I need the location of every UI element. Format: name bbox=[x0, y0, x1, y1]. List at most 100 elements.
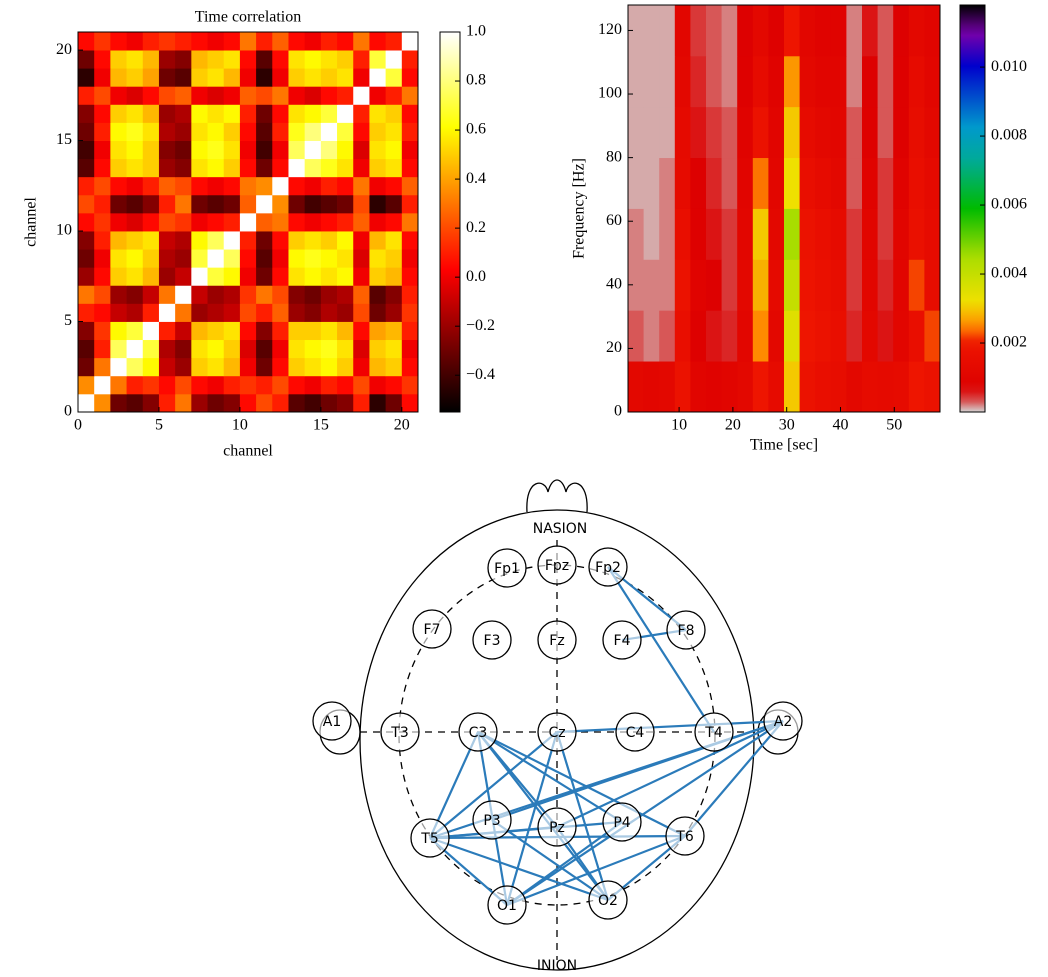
heatmap-cell bbox=[337, 231, 354, 249]
spectrogram-cell bbox=[706, 107, 722, 158]
spectrogram-cell bbox=[706, 259, 722, 310]
spectrogram-cell bbox=[690, 158, 706, 209]
heatmap-cell bbox=[208, 322, 225, 340]
heatmap-cell bbox=[78, 68, 95, 86]
heatmap-cell bbox=[402, 159, 419, 177]
heatmap-cell bbox=[369, 394, 386, 412]
electrode-label: T3 bbox=[390, 725, 408, 741]
heatmap-cell bbox=[240, 340, 257, 358]
heatmap-cell bbox=[143, 159, 160, 177]
heatmap-cell bbox=[386, 141, 403, 159]
heatmap-cell bbox=[127, 177, 144, 195]
heatmap-cell bbox=[353, 285, 370, 303]
heatmap-cell bbox=[94, 340, 111, 358]
heatmap-cell bbox=[175, 141, 192, 159]
heatmap-cell bbox=[159, 267, 176, 285]
heatmap-cell bbox=[321, 285, 338, 303]
heatmap-cell bbox=[321, 122, 338, 140]
heatmap-cell bbox=[191, 303, 208, 321]
heatmap-cell bbox=[240, 285, 257, 303]
colorbar-tick-label: 0.2 bbox=[466, 219, 486, 236]
inion-label: INION bbox=[537, 958, 577, 974]
heatmap-cell bbox=[159, 303, 176, 321]
heatmap-cell bbox=[224, 376, 241, 394]
heatmap-cell bbox=[240, 50, 257, 68]
heatmap-cell bbox=[337, 104, 354, 122]
heatmap-cell bbox=[208, 68, 225, 86]
heatmap-cell bbox=[353, 195, 370, 213]
spectrogram-cell bbox=[644, 5, 660, 56]
heatmap-cell bbox=[159, 141, 176, 159]
heatmap-cell bbox=[175, 303, 192, 321]
heatmap-cell bbox=[305, 104, 322, 122]
heatmap-cell bbox=[110, 32, 127, 50]
heatmap-cell bbox=[288, 394, 305, 412]
heatmap-cell bbox=[208, 267, 225, 285]
spectrogram-cell bbox=[893, 107, 909, 158]
spectrogram-cell bbox=[690, 209, 706, 260]
heatmap-cell bbox=[110, 50, 127, 68]
colorbar-tick-label: 0.4 bbox=[466, 170, 486, 187]
heatmap-cell bbox=[191, 213, 208, 231]
heatmap-cell bbox=[402, 322, 419, 340]
electrode-label: Fz bbox=[549, 633, 564, 649]
heatmap-cell bbox=[208, 394, 225, 412]
heatmap-cell bbox=[191, 340, 208, 358]
heatmap-cell bbox=[288, 267, 305, 285]
heatmap-cell bbox=[272, 50, 289, 68]
heatmap-cell bbox=[224, 231, 241, 249]
heatmap-cell bbox=[321, 358, 338, 376]
heatmap-cell bbox=[353, 267, 370, 285]
heatmap-cell bbox=[224, 177, 241, 195]
heatmap-cell bbox=[369, 177, 386, 195]
heatmap-cell bbox=[321, 322, 338, 340]
spectrogram-cell bbox=[737, 259, 753, 310]
heatmap-cell bbox=[353, 50, 370, 68]
heatmap-cell bbox=[402, 68, 419, 86]
heatmap-cell bbox=[240, 231, 257, 249]
heatmap-cell bbox=[240, 104, 257, 122]
heatmap-cell bbox=[353, 32, 370, 50]
heatmap-cell bbox=[256, 249, 273, 267]
heatmap-cell bbox=[78, 267, 95, 285]
spectrogram-cell bbox=[768, 56, 784, 107]
y-tick-label: 0 bbox=[614, 403, 622, 420]
spectrogram-cell bbox=[893, 5, 909, 56]
heatmap-cell bbox=[240, 177, 257, 195]
spectrogram-cell bbox=[846, 209, 862, 260]
spectrogram-cell bbox=[800, 107, 816, 158]
spectrogram-cell bbox=[753, 5, 769, 56]
y-tick-label: 0 bbox=[64, 403, 72, 420]
heatmap-cell bbox=[272, 303, 289, 321]
heatmap-cell bbox=[353, 213, 370, 231]
heatmap-cell bbox=[288, 195, 305, 213]
spectrogram-cell bbox=[878, 5, 894, 56]
electrode-label: T6 bbox=[675, 829, 694, 845]
heatmap-cell bbox=[110, 195, 127, 213]
electrode-label: F8 bbox=[678, 623, 695, 639]
spectrogram-cell bbox=[815, 361, 831, 412]
spectrogram-cell bbox=[737, 5, 753, 56]
heatmap-cell bbox=[175, 358, 192, 376]
heatmap-cell bbox=[337, 68, 354, 86]
heatmap-cell bbox=[78, 340, 95, 358]
heatmap-cell bbox=[240, 213, 257, 231]
y-tick-label: 5 bbox=[64, 312, 72, 329]
heatmap-cell bbox=[256, 231, 273, 249]
heatmap-cell bbox=[175, 213, 192, 231]
heatmap-cell bbox=[208, 104, 225, 122]
spectrogram-cell bbox=[909, 107, 925, 158]
x-tick-label: 0 bbox=[74, 417, 82, 434]
spectrogram-cell bbox=[644, 56, 660, 107]
heatmap-cell bbox=[272, 249, 289, 267]
spectrogram-cell bbox=[784, 107, 800, 158]
heatmap-cell bbox=[305, 141, 322, 159]
heatmap-cell bbox=[272, 231, 289, 249]
heatmap-cell bbox=[402, 195, 419, 213]
heatmap-cell bbox=[402, 86, 419, 104]
colorbar-tick-label: 1.0 bbox=[466, 23, 486, 40]
heatmap-cell bbox=[175, 249, 192, 267]
heatmap-cell bbox=[353, 394, 370, 412]
heatmap-cell bbox=[353, 122, 370, 140]
heatmap-cell bbox=[78, 322, 95, 340]
